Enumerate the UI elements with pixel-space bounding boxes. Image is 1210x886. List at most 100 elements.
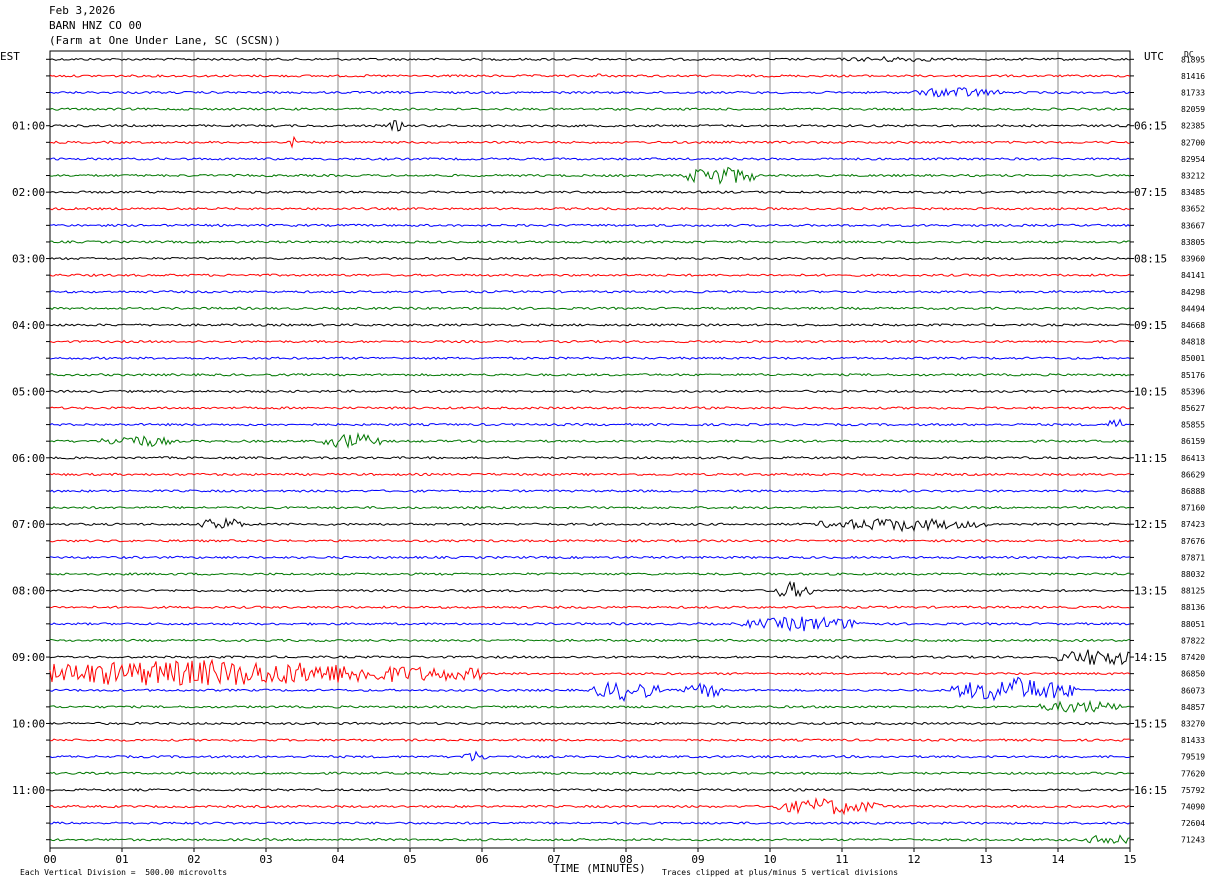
dc-value: 74090: [1181, 802, 1205, 811]
dc-value: 81433: [1181, 736, 1205, 745]
dc-value: 86850: [1181, 670, 1205, 679]
dc-value: 82954: [1181, 155, 1205, 164]
trace-line-14: [49, 289, 1131, 294]
trace-line-34: [49, 616, 1131, 632]
trace-line-3: [49, 107, 1131, 111]
dc-value: 87420: [1181, 653, 1205, 662]
dc-value: 86073: [1181, 686, 1205, 695]
trace-line-45: [49, 797, 1130, 816]
dc-label: DC: [1184, 50, 1194, 59]
utc-hour-label: 14:15: [1134, 651, 1167, 664]
trace-line-31: [49, 572, 1131, 576]
dc-value: 84298: [1181, 288, 1205, 297]
trace-line-6: [49, 157, 1131, 161]
dc-value: 84668: [1181, 321, 1205, 330]
trace-line-25: [49, 472, 1131, 477]
trace-line-39: [49, 699, 1130, 714]
x-tick-label: 01: [115, 853, 128, 866]
dc-value: 85001: [1181, 354, 1205, 363]
utc-hour-label: 07:15: [1134, 186, 1167, 199]
trace-line-46: [49, 821, 1131, 825]
dc-value: 82385: [1181, 122, 1205, 131]
trace-line-1: [49, 73, 1131, 78]
scale-note: Each Vertical Division = 500.00 microvol…: [20, 868, 228, 877]
trace-line-12: [49, 256, 1131, 261]
x-tick-label: 07: [547, 853, 560, 866]
dc-value: 87423: [1181, 520, 1205, 529]
dc-value: 83485: [1181, 188, 1205, 197]
trace-line-29: [49, 539, 1131, 543]
x-tick-label: 15: [1123, 853, 1136, 866]
x-tick-label: 10: [763, 853, 776, 866]
x-axis-title: TIME (MINUTES): [553, 862, 646, 875]
est-axis-label: EST: [0, 50, 20, 63]
utc-hour-label: 06:15: [1134, 120, 1167, 133]
trace-line-26: [49, 489, 1131, 493]
trace-line-18: [49, 356, 1131, 360]
est-hour-label: 09:00: [12, 651, 45, 664]
est-hour-label: 04:00: [12, 319, 45, 332]
dc-value: 81416: [1181, 72, 1205, 81]
dc-value: 83212: [1181, 172, 1205, 181]
x-tick-label: 08: [619, 853, 632, 866]
trace-line-11: [49, 240, 1131, 244]
utc-hour-label: 13:15: [1134, 585, 1167, 598]
trace-line-0: [49, 55, 1131, 63]
est-hour-label: 02:00: [12, 186, 45, 199]
trace-line-10: [49, 223, 1131, 228]
trace-line-9: [49, 206, 1130, 211]
est-hour-label: 10:00: [12, 717, 45, 730]
utc-hour-label: 10:15: [1134, 385, 1167, 398]
trace-line-36: [49, 649, 1131, 666]
dc-value: 83805: [1181, 238, 1205, 247]
plot-frame: [49, 50, 1131, 849]
dc-value: 75792: [1181, 786, 1205, 795]
station-code: BARN HNZ CO 00: [49, 19, 142, 32]
trace-line-19: [49, 372, 1131, 377]
x-tick-label: 04: [331, 853, 345, 866]
x-tick-label: 00: [43, 853, 56, 866]
trace-line-37: [49, 658, 1131, 686]
trace-line-16: [49, 323, 1131, 327]
trace-line-21: [49, 406, 1131, 410]
dc-value: 87822: [1181, 636, 1205, 645]
dc-value: 85627: [1181, 404, 1205, 413]
dc-value: 88032: [1181, 570, 1205, 579]
utc-axis-label: UTC: [1144, 50, 1164, 63]
x-tick-label: 13: [979, 853, 992, 866]
trace-line-5: [49, 135, 1131, 149]
dc-value: 83667: [1181, 221, 1205, 230]
dc-value: 86159: [1181, 437, 1205, 446]
trace-line-38: [49, 676, 1131, 703]
x-tick-label: 12: [907, 853, 920, 866]
dc-value: 72604: [1181, 819, 1205, 828]
est-hour-label: 05:00: [12, 385, 45, 398]
trace-line-42: [49, 750, 1131, 762]
dc-value: 85396: [1181, 387, 1205, 396]
dc-value: 83652: [1181, 205, 1205, 214]
x-tick-label: 11: [835, 853, 848, 866]
trace-line-27: [49, 505, 1131, 510]
dc-value: 79519: [1181, 753, 1205, 762]
est-hour-label: 01:00: [12, 120, 45, 133]
x-tick-label: 09: [691, 853, 704, 866]
dc-value: 81895: [1181, 55, 1205, 64]
dc-value: 85176: [1181, 371, 1205, 380]
utc-hour-label: 12:15: [1134, 518, 1167, 531]
dc-value: 87676: [1181, 537, 1205, 546]
utc-hour-label: 11:15: [1134, 452, 1167, 465]
trace-line-30: [49, 555, 1131, 560]
est-hour-label: 08:00: [12, 585, 45, 598]
dc-value: 83960: [1181, 255, 1205, 264]
dc-value: 83270: [1181, 719, 1205, 728]
trace-line-28: [49, 516, 1131, 533]
dc-value: 87160: [1181, 504, 1205, 513]
trace-line-4: [49, 120, 1131, 132]
trace-line-13: [49, 273, 1131, 277]
dc-value: 88125: [1181, 587, 1205, 596]
dc-value: 86629: [1181, 470, 1205, 479]
dc-value: 84818: [1181, 338, 1205, 347]
trace-line-22: [49, 418, 1131, 428]
x-tick-label: 06: [475, 853, 488, 866]
